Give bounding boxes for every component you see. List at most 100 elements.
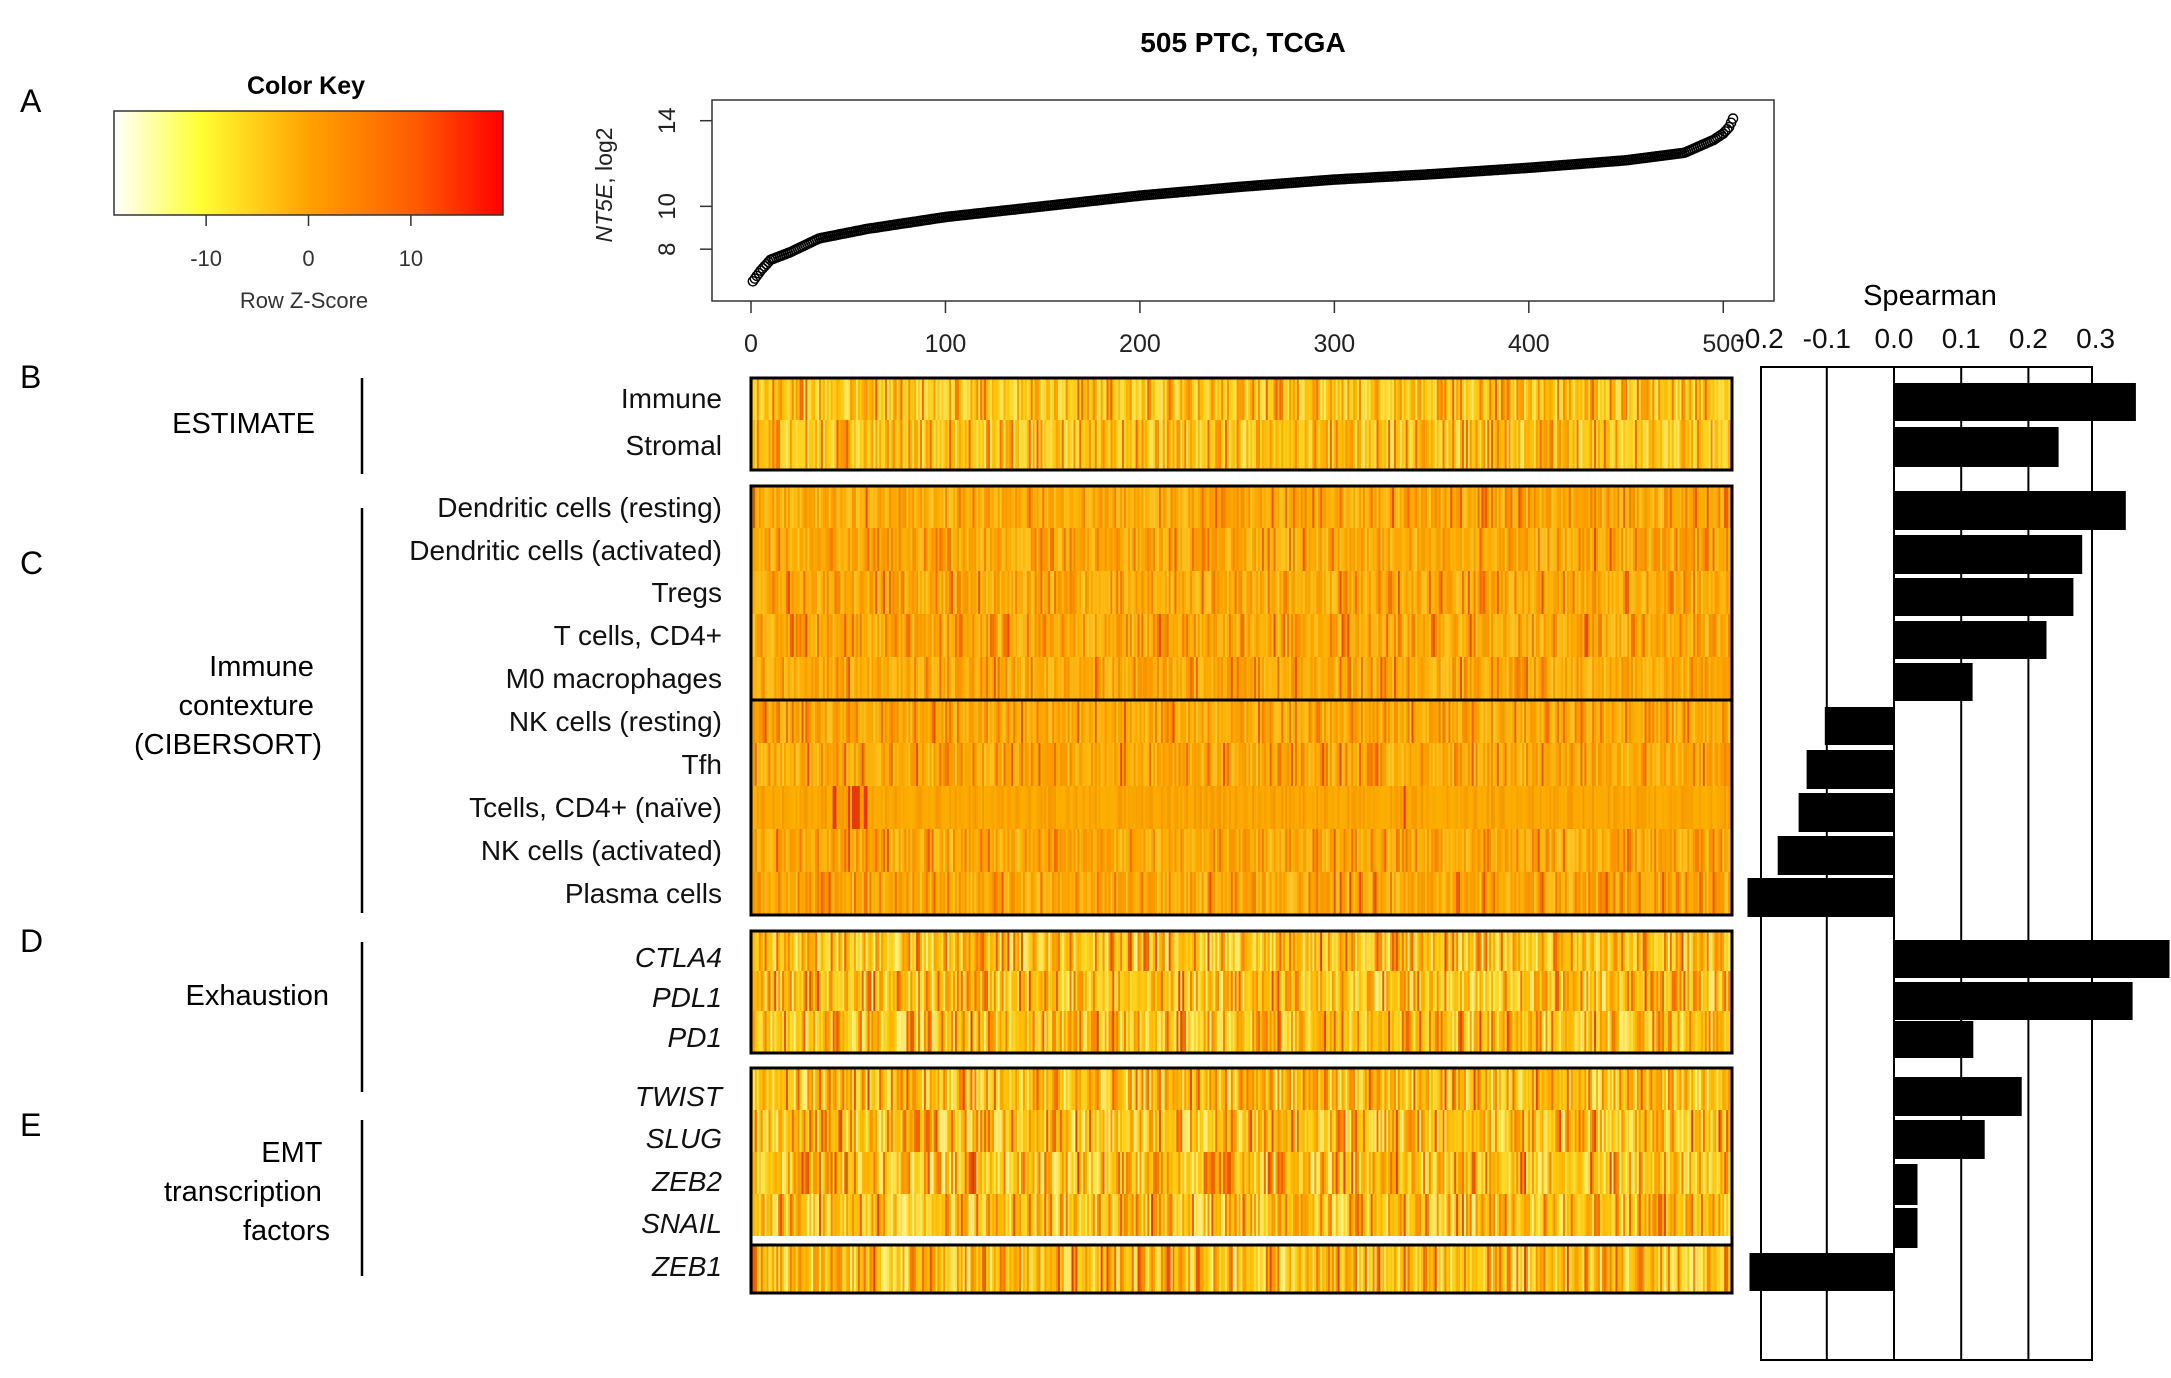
heatmap-cell bbox=[1176, 743, 1179, 786]
heatmap-cell bbox=[1712, 657, 1715, 700]
heatmap-cell bbox=[1667, 420, 1671, 470]
heatmap-cell bbox=[1110, 657, 1113, 700]
heatmap-cell bbox=[1665, 420, 1669, 470]
heatmap-cell bbox=[953, 486, 956, 528]
heatmap-cell bbox=[1609, 614, 1612, 657]
heatmap-cell bbox=[1364, 528, 1368, 571]
heatmap-cell bbox=[853, 614, 857, 657]
heatmap-cell bbox=[1561, 528, 1564, 571]
scatter-ylabel: NT5E, log2 bbox=[591, 127, 617, 242]
heatmap-cell bbox=[778, 571, 781, 614]
heatmap-cell bbox=[1566, 528, 1570, 571]
heatmap-cell bbox=[1098, 657, 1102, 700]
heatmap-cell bbox=[1197, 378, 1201, 420]
heatmap-cell bbox=[1695, 571, 1698, 614]
heatmap-cell bbox=[1423, 657, 1426, 700]
heatmap-cell bbox=[991, 528, 995, 571]
heatmap-cell bbox=[995, 486, 999, 528]
heatmap-cell bbox=[877, 657, 880, 700]
heatmap-cell bbox=[1048, 486, 1051, 528]
heatmap-cell bbox=[1427, 486, 1430, 528]
heatmap-cell bbox=[1603, 614, 1607, 657]
group-labels: ESTIMATE Immune contexture (CIBERSORT) E… bbox=[134, 378, 364, 1276]
heatmap-cell bbox=[1089, 528, 1092, 571]
heatmap-cell bbox=[1021, 614, 1024, 657]
heatmap-cell bbox=[982, 420, 985, 470]
heatmap-cell bbox=[1316, 571, 1319, 614]
heatmap-cell bbox=[1634, 657, 1638, 700]
heatmap-cell bbox=[1415, 378, 1418, 420]
heatmap-cell bbox=[1691, 378, 1694, 420]
heatmap-cell bbox=[902, 657, 905, 700]
heatmap-cell bbox=[1081, 614, 1084, 657]
heatmap-cell bbox=[1662, 378, 1665, 420]
heatmap-cell bbox=[931, 420, 934, 470]
heatmap-cell bbox=[1182, 486, 1185, 528]
heatmap-cell bbox=[1576, 528, 1579, 571]
heatmap-cell bbox=[1168, 378, 1171, 420]
heatmap-cell bbox=[1258, 378, 1261, 420]
heatmap-cell bbox=[900, 657, 903, 700]
heatmap-cell bbox=[756, 571, 760, 614]
heatmap-cell bbox=[1535, 614, 1539, 657]
heatmap-cell bbox=[1605, 700, 1609, 743]
heatmap-cell bbox=[1388, 700, 1391, 743]
heatmap-cell bbox=[1254, 528, 1257, 571]
heatmap-cell bbox=[953, 614, 956, 657]
heatmap-cell bbox=[1180, 528, 1183, 571]
heatmap-cell bbox=[1529, 657, 1533, 700]
heatmap-cell bbox=[1382, 378, 1385, 420]
heatmap-cell bbox=[1166, 378, 1169, 420]
heatmap-cell bbox=[1345, 486, 1348, 528]
heatmap-cell bbox=[1477, 420, 1480, 470]
heatmap-cell bbox=[1386, 571, 1389, 614]
heatmap-cell bbox=[1259, 743, 1263, 786]
heatmap-cell bbox=[1500, 486, 1504, 528]
heatmap-cell bbox=[1648, 614, 1651, 657]
heatmap-cell bbox=[1320, 420, 1323, 470]
heatmap-cell bbox=[991, 378, 995, 420]
heatmap-cell bbox=[1120, 420, 1123, 470]
heatmap-cell bbox=[1687, 614, 1690, 657]
heatmap-cell bbox=[1232, 420, 1236, 470]
heatmap-cell bbox=[1440, 420, 1443, 470]
heatmap-cell bbox=[1423, 571, 1426, 614]
heatmap-cell bbox=[1681, 378, 1684, 420]
heatmap-cell bbox=[1073, 657, 1076, 700]
heatmap-cell bbox=[815, 614, 818, 657]
heatmap-cell bbox=[920, 528, 923, 571]
heatmap-cell bbox=[1232, 614, 1236, 657]
heatmap-cell bbox=[768, 528, 771, 571]
heatmap-cell bbox=[1048, 657, 1051, 700]
heatmap-cell bbox=[1341, 700, 1344, 743]
heatmap-cell bbox=[997, 486, 1000, 528]
heatmap-cell bbox=[1576, 486, 1579, 528]
heatmap-cell bbox=[1642, 528, 1645, 571]
heatmap-cell bbox=[1432, 378, 1436, 420]
heatmap-cell bbox=[1021, 420, 1024, 470]
heatmap-cell bbox=[1188, 528, 1191, 571]
heatmap-cell bbox=[1054, 528, 1057, 571]
heatmap-cell bbox=[1302, 486, 1305, 528]
heatmap-cell bbox=[1279, 486, 1282, 528]
heatmap-cell bbox=[1077, 528, 1080, 571]
heatmap-cell bbox=[1256, 378, 1259, 420]
heatmap-cell bbox=[1698, 420, 1702, 470]
heatmap-cell bbox=[1407, 528, 1410, 571]
heatmap-cell bbox=[834, 657, 837, 700]
heatmap-cell bbox=[1195, 486, 1199, 528]
heatmap-cell bbox=[918, 528, 921, 571]
heatmap-cell bbox=[818, 657, 822, 700]
heatmap-cell bbox=[1275, 486, 1278, 528]
heatmap-cell bbox=[1665, 528, 1669, 571]
heatmap-cell bbox=[1592, 571, 1595, 614]
heatmap-cell bbox=[1236, 657, 1239, 700]
heatmap-cell bbox=[995, 657, 999, 700]
heatmap-cell bbox=[871, 571, 874, 614]
heatmap-cell bbox=[1232, 528, 1236, 571]
heatmap-cell bbox=[1487, 378, 1490, 420]
heatmap-cell bbox=[787, 614, 791, 657]
heatmap-cell bbox=[1120, 657, 1123, 700]
heatmap-cell bbox=[1597, 614, 1601, 657]
heatmap-cell bbox=[1687, 420, 1690, 470]
